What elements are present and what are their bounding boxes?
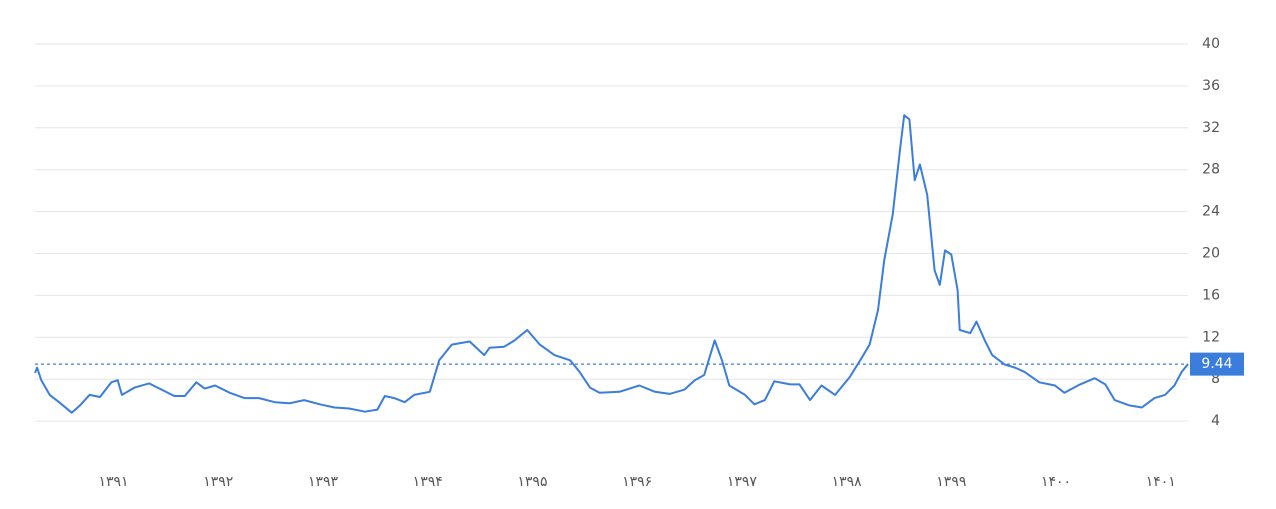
- y-tick-label: 8: [1211, 371, 1220, 387]
- x-tick-label: ۱۳۹۷: [727, 474, 758, 490]
- value-badge: [1190, 352, 1244, 376]
- x-tick-label: ۱۳۹۶: [622, 474, 652, 490]
- y-tick-label: 24: [1202, 204, 1220, 220]
- y-tick-label: 32: [1202, 120, 1220, 136]
- x-tick-label: ۱۳۹۴: [413, 474, 443, 490]
- x-tick-label: ۱۳۹۱: [99, 474, 129, 490]
- x-tick-label: ۱۳۹۳: [308, 474, 339, 490]
- x-tick-label: ۱۳۹۹: [936, 474, 966, 490]
- y-tick-label: 20: [1202, 246, 1220, 262]
- x-tick-label: ۱۳۹۸: [832, 474, 863, 490]
- y-tick-label: 12: [1202, 329, 1220, 345]
- y-tick-label: 36: [1202, 78, 1220, 94]
- x-tick-label: ۱۳۹۲: [203, 474, 233, 490]
- y-tick-label: 4: [1211, 413, 1220, 429]
- y-tick-label: 16: [1202, 287, 1220, 303]
- y-tick-label: 28: [1202, 162, 1220, 178]
- current-value-label: 9.44: [1201, 356, 1232, 372]
- x-tick-label: ۱۴۰۰: [1041, 474, 1071, 490]
- line-series: [34, 114, 1189, 414]
- x-tick-label: ۱۳۹۵: [517, 474, 547, 490]
- y-tick-label: 40: [1202, 36, 1220, 52]
- x-tick-label: ۱۴۰۱: [1146, 474, 1176, 490]
